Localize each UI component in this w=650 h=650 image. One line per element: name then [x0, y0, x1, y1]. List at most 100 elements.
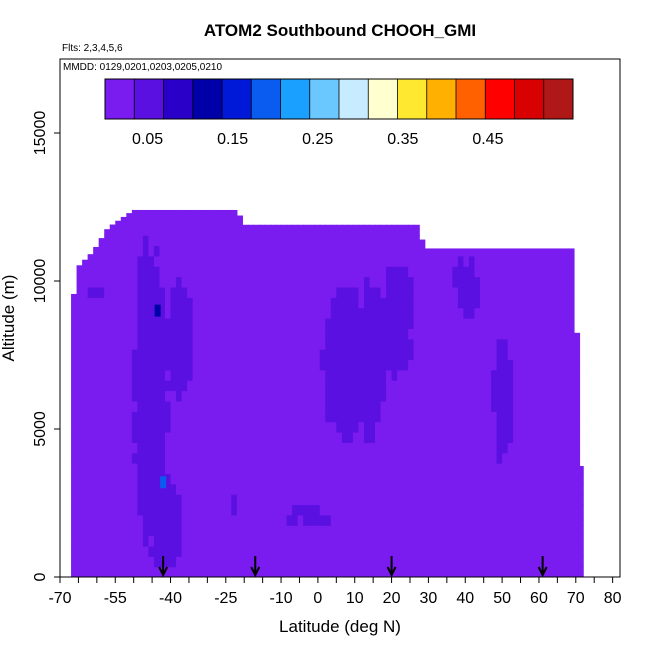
heatmap-cell: [391, 556, 398, 568]
heatmap-cell: [203, 463, 210, 474]
heatmap-cell: [435, 359, 442, 371]
heatmap-cell: [452, 473, 459, 485]
heatmap-cell: [430, 473, 437, 485]
heatmap-cell: [176, 463, 183, 474]
heatmap-cell: [115, 276, 122, 288]
heatmap-cell: [485, 390, 492, 402]
heatmap-cell: [391, 380, 398, 392]
heatmap-cell: [137, 245, 144, 257]
heatmap-cell: [142, 209, 150, 215]
heatmap-cell: [87, 255, 94, 267]
heatmap-cell: [242, 224, 249, 236]
heatmap-cell: [568, 255, 575, 267]
heatmap-cell: [491, 421, 498, 433]
heatmap-cell: [82, 514, 89, 526]
heatmap-cell: [253, 235, 260, 247]
heatmap-cell: [502, 286, 509, 298]
heatmap-cell: [363, 473, 371, 485]
heatmap-cell: [540, 452, 547, 464]
heatmap-cell: [513, 286, 520, 298]
heatmap-cell: [203, 245, 210, 257]
heatmap-cell: [258, 266, 266, 278]
heatmap-cell: [181, 452, 188, 464]
heatmap-cell: [380, 452, 387, 464]
heatmap-cell: [363, 452, 371, 464]
heatmap-cell: [142, 431, 150, 443]
heatmap-cell: [535, 483, 542, 495]
heatmap-cell: [220, 328, 227, 340]
heatmap-cell: [126, 545, 133, 557]
heatmap-cell: [358, 463, 365, 474]
heatmap-cell: [203, 307, 210, 319]
heatmap-cell: [264, 504, 271, 516]
heatmap-cell: [165, 297, 172, 309]
heatmap-cell: [93, 307, 100, 319]
heatmap-cell: [148, 286, 155, 298]
heatmap-cell: [474, 248, 481, 257]
heatmap-cell: [391, 473, 398, 485]
heatmap-cell: [292, 286, 299, 298]
heatmap-cell: [137, 307, 144, 319]
heatmap-cell: [142, 421, 150, 433]
heatmap-cell: [120, 566, 127, 577]
heatmap-cell: [518, 411, 525, 423]
heatmap-cell: [518, 566, 525, 577]
heatmap-cell: [347, 504, 354, 516]
heatmap-cell: [336, 297, 343, 309]
heatmap-cell: [209, 359, 216, 371]
heatmap-cell: [551, 494, 558, 506]
heatmap-cell: [397, 266, 404, 278]
heatmap-cell: [258, 307, 266, 319]
heatmap-cell: [513, 483, 520, 495]
heatmap-cell: [148, 494, 155, 506]
heatmap-cell: [247, 525, 255, 537]
heatmap-cell: [131, 483, 138, 495]
heatmap-cell: [303, 349, 310, 361]
heatmap-cell: [314, 473, 321, 485]
heatmap-cell: [187, 494, 194, 506]
heatmap-cell: [430, 421, 437, 433]
heatmap-cell: [546, 483, 553, 495]
heatmap-cell: [242, 390, 249, 402]
heatmap-cell: [330, 504, 337, 516]
heatmap-cell: [325, 494, 332, 506]
heatmap-cell: [474, 266, 481, 278]
heatmap-cell: [258, 566, 266, 577]
heatmap-cell: [214, 494, 221, 506]
y-tick-label: 10000: [32, 259, 49, 304]
heatmap-cell: [441, 411, 448, 423]
heatmap-cell: [452, 286, 459, 298]
heatmap-cell: [325, 255, 332, 267]
heatmap-cell: [214, 566, 221, 577]
heatmap-cell: [480, 318, 487, 329]
heatmap-cell: [568, 297, 575, 309]
heatmap-cell: [297, 525, 304, 537]
heatmap-cell: [419, 556, 426, 568]
heatmap-cell: [120, 411, 127, 423]
heatmap-cell: [386, 369, 393, 381]
heatmap-cell: [231, 245, 238, 257]
heatmap-cell: [358, 307, 365, 319]
colorbar-segment: [339, 79, 369, 119]
heatmap-cell: [380, 442, 387, 454]
heatmap-cell: [137, 463, 144, 474]
heatmap-cell: [314, 390, 321, 402]
heatmap-cell: [297, 390, 304, 402]
heatmap-cell: [452, 266, 459, 278]
heatmap-cell: [181, 525, 188, 537]
heatmap-cell: [452, 504, 459, 516]
heatmap-cell: [397, 349, 404, 361]
heatmap-cell: [518, 266, 525, 278]
heatmap-cell: [82, 338, 89, 350]
heatmap-cell: [402, 421, 409, 433]
heatmap-cell: [82, 411, 89, 423]
heatmap-cell: [115, 566, 122, 577]
heatmap-cell: [192, 494, 199, 506]
heatmap-cell: [435, 411, 442, 423]
heatmap-cell: [281, 224, 288, 236]
heatmap-cell: [568, 463, 575, 474]
heatmap-cell: [270, 266, 277, 278]
heatmap-cell: [231, 566, 238, 577]
heatmap-cell: [148, 545, 155, 557]
heatmap-cell: [562, 442, 570, 454]
